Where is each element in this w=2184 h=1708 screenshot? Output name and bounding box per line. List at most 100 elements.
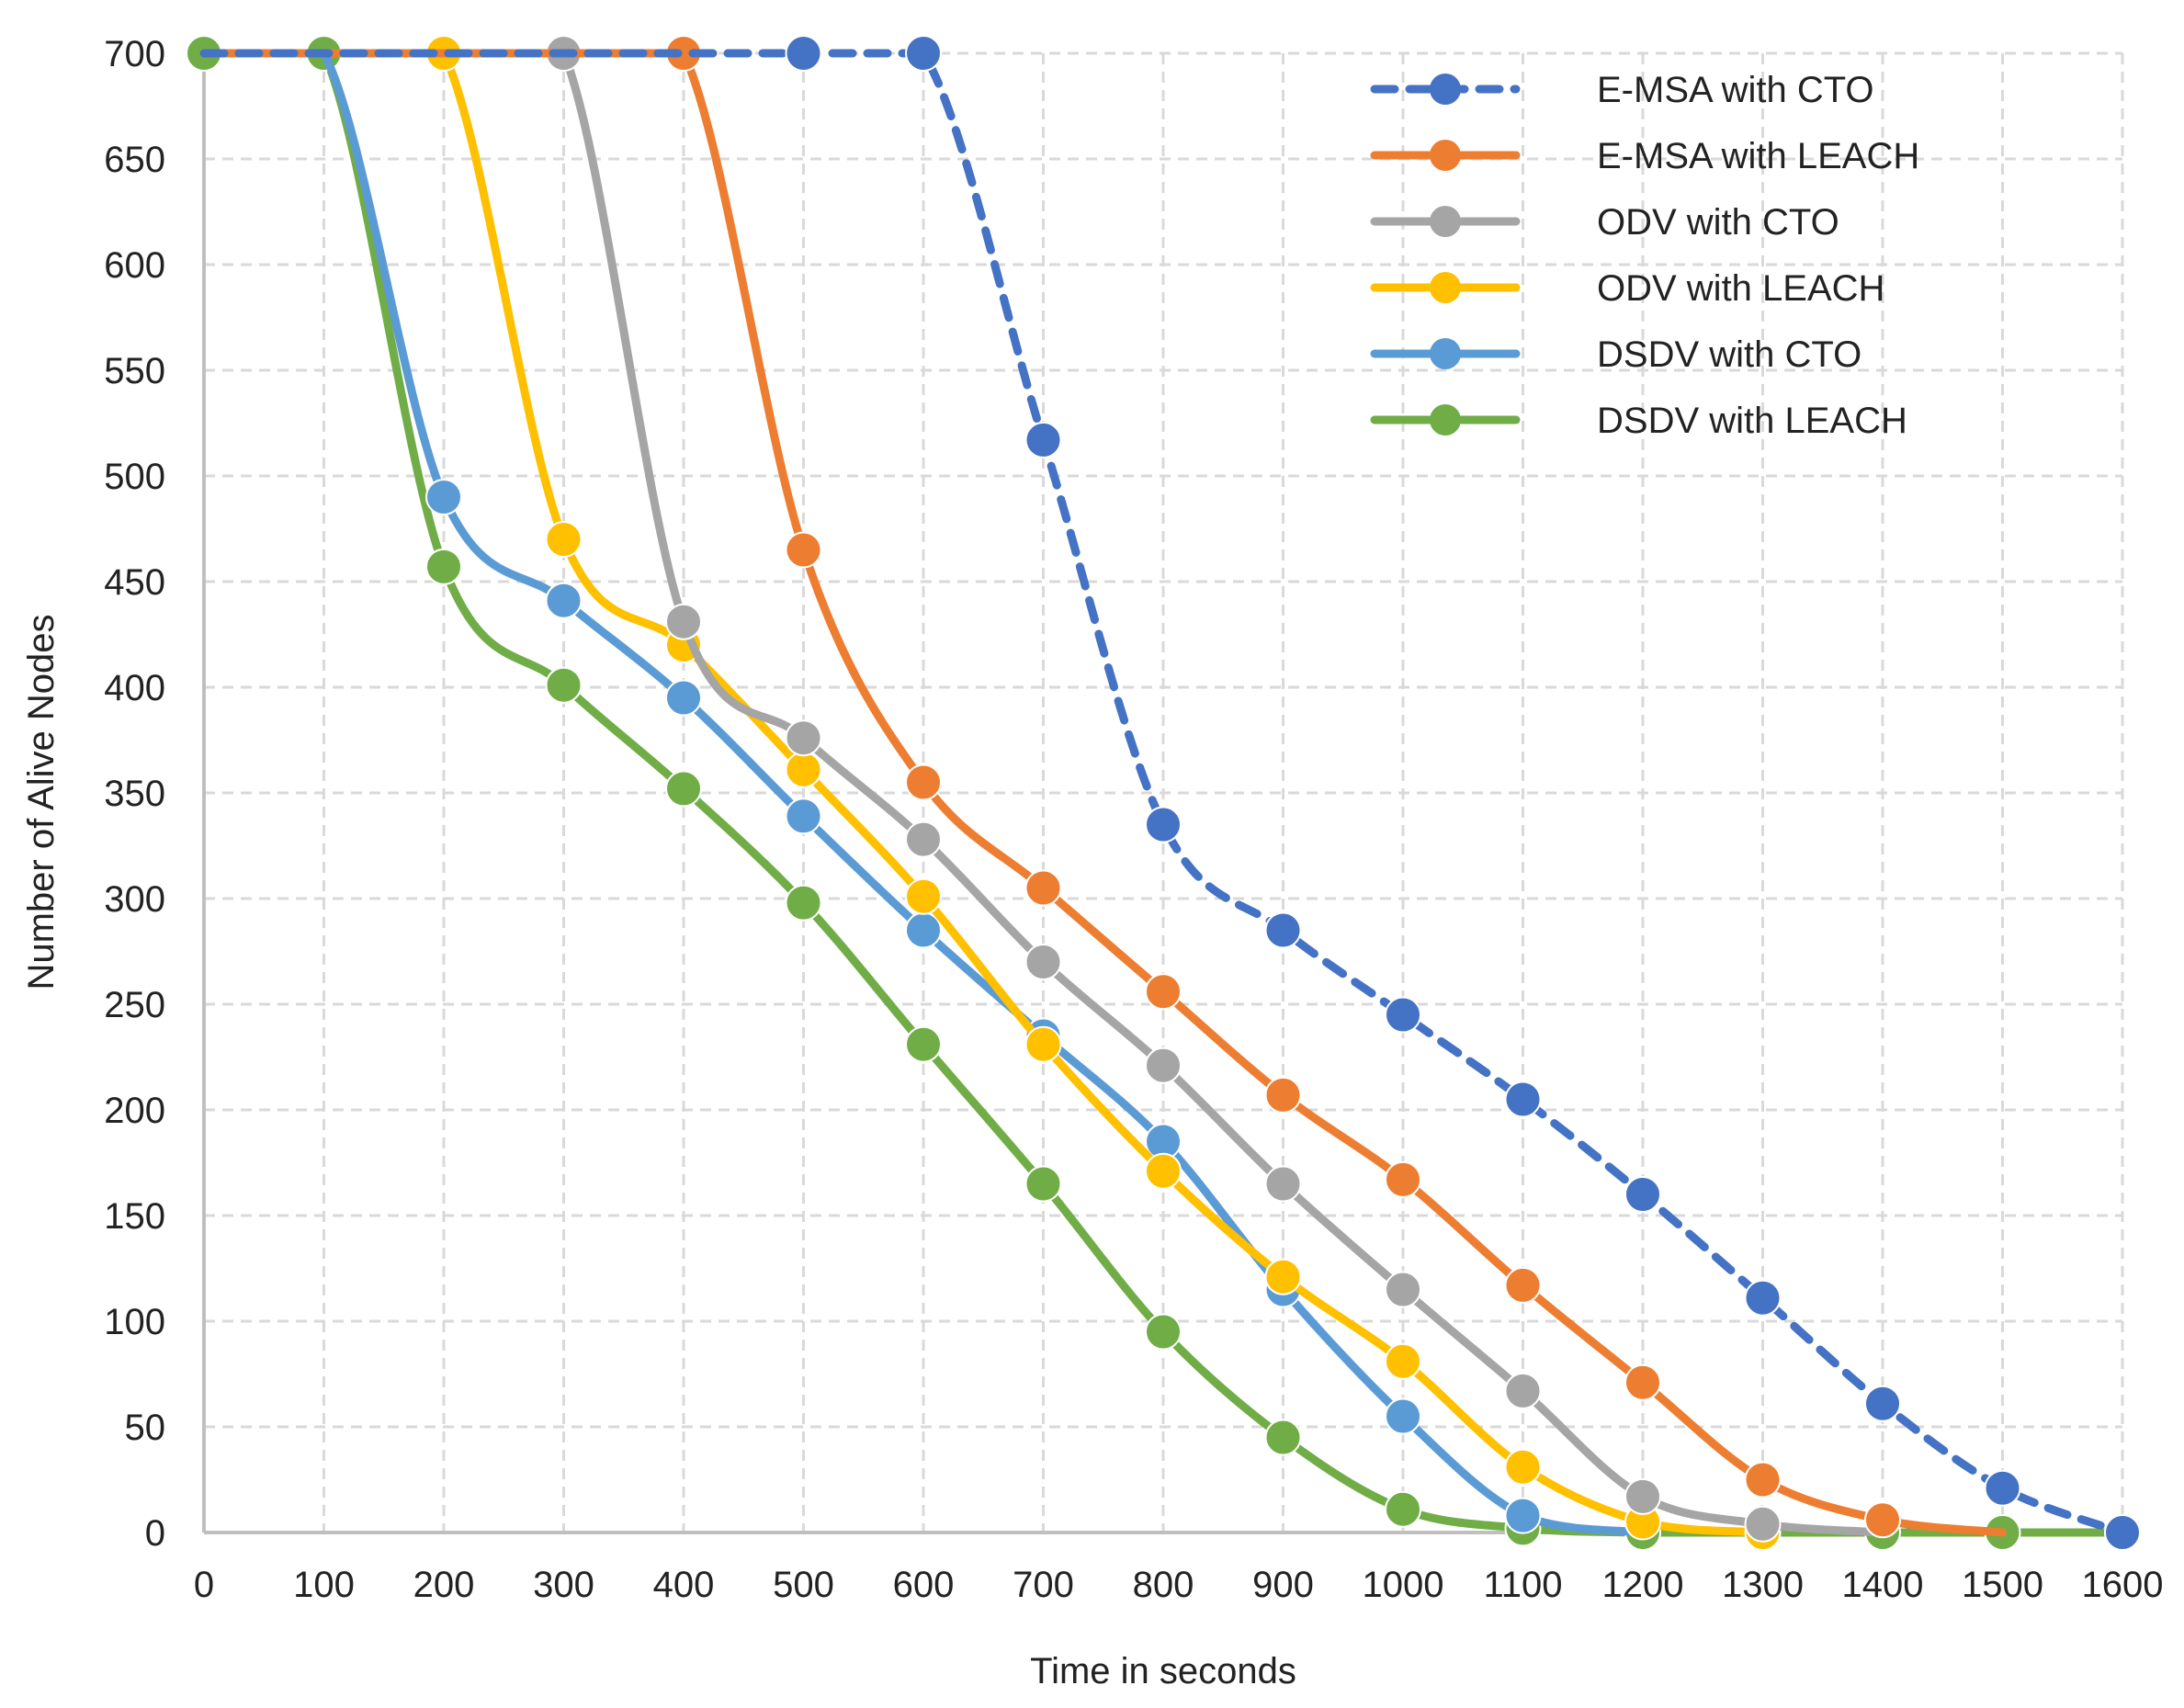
data-point — [1504, 1080, 1542, 1118]
data-point — [905, 820, 942, 858]
y-tick-label: 250 — [104, 985, 165, 1025]
x-axis-title: Time in seconds — [1030, 1651, 1296, 1691]
data-point — [1024, 1025, 1062, 1063]
data-point — [1145, 1046, 1182, 1084]
legend-label: ODV with LEACH — [1597, 268, 1884, 309]
legend-item: E-MSA with CTO — [1370, 70, 1874, 110]
data-point — [1385, 996, 1421, 1034]
legend-swatch-marker — [1430, 272, 1461, 303]
x-tick-label: 800 — [1133, 1565, 1194, 1605]
legend-item: E-MSA with LEACH — [1370, 136, 1919, 176]
series-odv-with-leach — [199, 35, 1782, 1551]
legend-label: DSDV with CTO — [1597, 334, 1861, 375]
data-point — [1504, 1372, 1542, 1409]
data-point — [665, 770, 702, 808]
x-tick-label: 1600 — [2082, 1565, 2164, 1605]
data-point — [1504, 1497, 1542, 1534]
x-tick-label: 900 — [1252, 1565, 1314, 1605]
data-point — [905, 1025, 942, 1063]
x-tick-label: 1100 — [1483, 1565, 1562, 1605]
x-tick-label: 200 — [413, 1565, 475, 1605]
data-point — [1264, 1076, 1302, 1114]
x-tick-label: 1300 — [1722, 1565, 1804, 1605]
legend-item: DSDV with CTO — [1370, 334, 1861, 375]
series-line — [199, 49, 1647, 1537]
data-point — [1385, 1271, 1421, 1308]
data-point — [545, 582, 583, 619]
y-tick-label: 450 — [104, 562, 165, 603]
data-point — [1264, 1419, 1302, 1456]
y-tick-label: 350 — [104, 774, 165, 814]
y-tick-label: 200 — [104, 1091, 165, 1131]
x-tick-labels: 0 100 200 300 400 500 600 700 800 900 1000 1100 1200… — [194, 1565, 2164, 1605]
legend-swatch-marker — [1430, 74, 1461, 105]
data-point — [1744, 1461, 1782, 1499]
data-point — [665, 603, 702, 640]
x-tick-label: 1200 — [1602, 1565, 1684, 1605]
y-tick-label: 100 — [104, 1302, 165, 1342]
legend-label: E-MSA with LEACH — [1597, 136, 1919, 176]
data-point — [1145, 973, 1182, 1011]
data-point — [1385, 1160, 1421, 1198]
data-point — [905, 764, 942, 801]
y-tick-label: 600 — [104, 245, 165, 286]
x-tick-label: 100 — [293, 1565, 355, 1605]
y-tick-label: 50 — [125, 1408, 166, 1448]
data-point — [905, 911, 942, 949]
x-tick-label: 1400 — [1842, 1565, 1924, 1605]
y-tick-label: 150 — [104, 1196, 165, 1237]
x-tick-label: 0 — [194, 1565, 214, 1605]
data-point — [785, 531, 822, 569]
y-tick-label: 700 — [104, 34, 165, 74]
x-tick-label: 300 — [533, 1565, 594, 1605]
x-tick-label: 1000 — [1363, 1565, 1444, 1605]
data-point — [1145, 806, 1182, 843]
data-point — [1264, 911, 1302, 949]
data-point — [1264, 1258, 1302, 1295]
data-point — [905, 877, 942, 915]
x-tick-label: 500 — [773, 1565, 834, 1605]
legend-swatch-marker — [1430, 206, 1461, 237]
data-point — [785, 797, 822, 835]
data-point — [1864, 1501, 1901, 1539]
y-tick-label: 550 — [104, 351, 165, 391]
data-point — [545, 521, 583, 558]
data-point — [905, 35, 942, 72]
legend-item: ODV with LEACH — [1370, 268, 1884, 309]
x-tick-label: 600 — [893, 1565, 955, 1605]
data-point — [665, 679, 702, 717]
data-point — [1145, 1313, 1182, 1351]
data-point — [785, 719, 822, 757]
data-point — [785, 751, 822, 788]
legend-item: DSDV with LEACH — [1370, 401, 1907, 441]
series-dsdv-with-cto — [199, 49, 1647, 1537]
data-point — [425, 479, 462, 515]
x-tick-label: 1500 — [1962, 1565, 2043, 1605]
series-line — [199, 49, 1767, 1537]
series-e-msa-with-leach — [199, 35, 2007, 1539]
data-point — [1024, 869, 1062, 907]
data-point — [1024, 421, 1062, 458]
legend-swatch-marker — [1430, 140, 1461, 171]
data-point — [785, 35, 822, 72]
data-point — [1984, 1469, 2021, 1507]
series-e-msa-with-cto — [199, 35, 2141, 1551]
series-line — [199, 49, 2127, 1537]
data-point — [2104, 1514, 2141, 1551]
legend-swatch-marker — [1430, 338, 1461, 369]
data-point — [1624, 1363, 1661, 1401]
data-point — [1624, 1176, 1661, 1213]
data-point — [1145, 1152, 1182, 1190]
y-tick-label: 0 — [145, 1513, 165, 1554]
legend-label: DSDV with LEACH — [1597, 401, 1907, 441]
y-tick-label: 500 — [104, 457, 165, 497]
data-point — [1385, 1490, 1421, 1528]
data-point — [1024, 1165, 1062, 1203]
series-group — [186, 35, 2141, 1551]
x-tick-label: 700 — [1013, 1565, 1074, 1605]
legend-item: ODV with CTO — [1370, 202, 1839, 243]
y-tick-label: 650 — [104, 140, 165, 180]
data-point — [1744, 1279, 1782, 1317]
